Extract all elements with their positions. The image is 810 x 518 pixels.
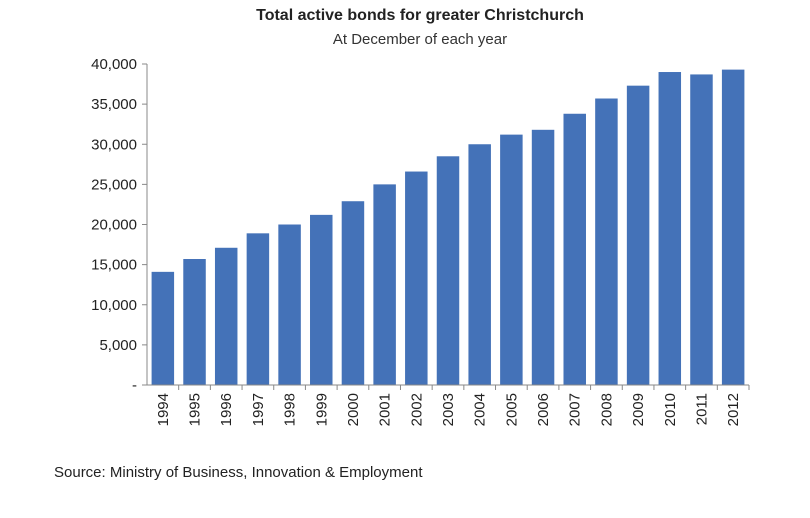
y-tick-label: 5,000 bbox=[99, 337, 137, 354]
x-tick-label: 1994 bbox=[155, 393, 172, 426]
x-tick-label: 2005 bbox=[503, 393, 520, 426]
x-tick-label: 1996 bbox=[218, 393, 235, 426]
bar-2004 bbox=[468, 144, 491, 385]
x-tick-label: 2010 bbox=[662, 393, 679, 426]
bar-2012 bbox=[721, 69, 745, 386]
x-tick-label: 2000 bbox=[345, 393, 362, 426]
x-tick-label: 2006 bbox=[535, 393, 552, 426]
chart-subtitle: At December of each year bbox=[333, 31, 507, 48]
x-tick-label: 2001 bbox=[377, 393, 394, 426]
x-tick-label: 2011 bbox=[693, 393, 710, 425]
x-tick-label: 2008 bbox=[598, 393, 615, 426]
source-note: Source: Ministry of Business, Innovation… bbox=[54, 464, 423, 481]
bar-2003 bbox=[436, 156, 460, 385]
x-tick-label: 1995 bbox=[187, 393, 204, 426]
x-tick-label: 2004 bbox=[472, 393, 489, 426]
bar-1995 bbox=[183, 259, 206, 385]
x-tick-label: 2009 bbox=[630, 393, 647, 426]
y-tick-label: 20,000 bbox=[91, 217, 137, 234]
bar-2006 bbox=[531, 129, 555, 385]
bar-1999 bbox=[310, 214, 333, 385]
y-tick-label: 35,000 bbox=[91, 96, 137, 113]
y-tick-label: - bbox=[132, 377, 137, 394]
bar-2010 bbox=[658, 72, 682, 386]
x-tick-label: 1998 bbox=[282, 393, 299, 426]
y-tick-label: 10,000 bbox=[91, 297, 137, 314]
x-tick-label: 2012 bbox=[725, 393, 742, 426]
y-tick-label: 30,000 bbox=[91, 136, 137, 153]
bar-1998 bbox=[278, 224, 301, 385]
bar-2005 bbox=[500, 134, 523, 385]
bar-2000 bbox=[341, 201, 365, 385]
y-tick-label: 15,000 bbox=[91, 257, 137, 274]
bar-1997 bbox=[246, 233, 270, 385]
x-tick-label: 1997 bbox=[250, 393, 267, 426]
y-tick-label: 25,000 bbox=[91, 176, 137, 193]
bar-1996 bbox=[214, 247, 238, 385]
bar-2002 bbox=[405, 171, 428, 385]
y-axis: - 5,000 10,000 15,000 20,000 25,000 30,000 35,0… bbox=[91, 56, 147, 394]
x-tick-label: 2002 bbox=[408, 393, 425, 426]
bar-2007 bbox=[563, 113, 586, 385]
y-tick-label: 40,000 bbox=[91, 56, 137, 73]
x-tick-label: 1999 bbox=[313, 393, 330, 426]
chart-title: Total active bonds for greater Christchu… bbox=[256, 7, 584, 24]
bar-2011 bbox=[690, 74, 713, 386]
bar-2009 bbox=[626, 85, 650, 385]
bar-1994 bbox=[151, 271, 175, 385]
x-tick-label: 2003 bbox=[440, 393, 457, 426]
bars bbox=[151, 69, 745, 386]
bar-2008 bbox=[595, 98, 618, 385]
bar-2001 bbox=[373, 184, 396, 385]
x-tick-label: 2007 bbox=[567, 393, 584, 426]
x-axis: 1994 1995 1996 1997 1998 1999 2000 2001 2002 2003… bbox=[155, 385, 750, 426]
